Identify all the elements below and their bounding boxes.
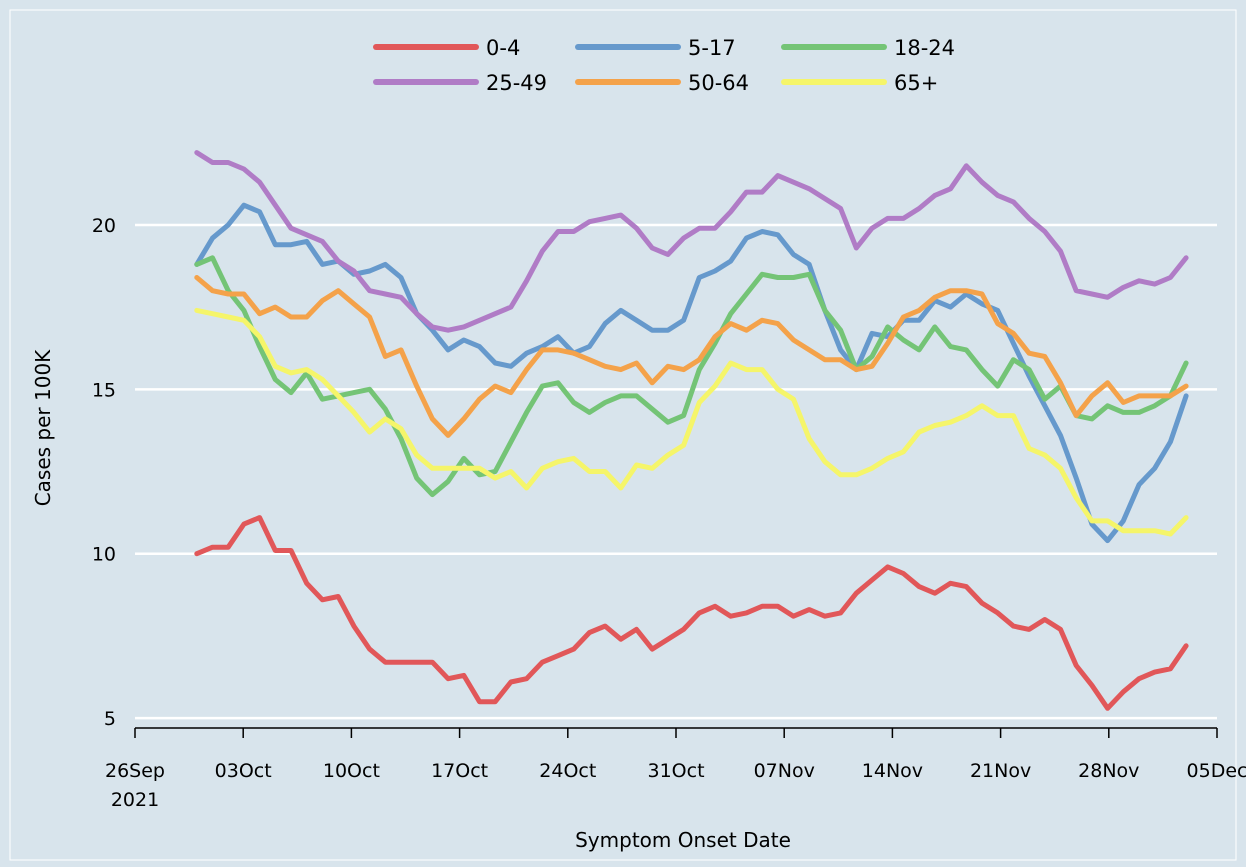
- legend-label: 0-4: [486, 36, 520, 60]
- x-tick-label: 31Oct: [647, 760, 704, 782]
- series-line-65+: [194, 307, 1189, 537]
- legend-label: 5-17: [688, 36, 736, 60]
- x-tick-label: 26Sep: [105, 760, 165, 782]
- plot-frame: [9, 9, 1237, 861]
- series-line-18-24: [194, 255, 1189, 498]
- y-tick-label: 15: [92, 379, 116, 401]
- x-tick-label: 05Dec: [1187, 760, 1246, 782]
- y-tick-label: 20: [92, 215, 116, 237]
- x-tick-label: 14Nov: [862, 760, 923, 782]
- legend: 0-4 5-17 18-24 25-49 50-64 65+: [373, 36, 955, 95]
- x-tick-label: 28Nov: [1078, 760, 1139, 782]
- x-tick-label: 21Nov: [970, 760, 1031, 782]
- series-lines: [194, 150, 1189, 711]
- x-tick-label: 17Oct: [431, 760, 488, 782]
- x-axis: 26Sep 2021 03Oct 10Oct 17Oct 24Oct 31Oct 07Nov 1…: [105, 727, 1246, 811]
- y-tick-label: 10: [92, 544, 116, 566]
- series-line-50-64: [194, 275, 1189, 438]
- legend-label: 25-49: [486, 71, 547, 95]
- x-tick-label: 07Nov: [754, 760, 815, 782]
- x-tick-label: 24Oct: [539, 760, 596, 782]
- series-line-0-4: [194, 515, 1189, 711]
- legend-label: 18-24: [894, 36, 955, 60]
- y-axis-title: Cases per 100K: [31, 349, 55, 506]
- x-axis-title: Symptom Onset Date: [575, 828, 791, 852]
- legend-label: 65+: [894, 71, 938, 95]
- x-tick-label: 03Oct: [215, 760, 272, 782]
- x-tick-label: 10Oct: [323, 760, 380, 782]
- series-line-25-49: [194, 150, 1189, 333]
- x-tick-sublabel: 2021: [111, 789, 159, 811]
- y-tick-label: 5: [104, 708, 116, 730]
- legend-label: 50-64: [688, 71, 749, 95]
- series-line-5-17: [194, 202, 1189, 544]
- y-axis: 5 10 15 20: [92, 215, 116, 730]
